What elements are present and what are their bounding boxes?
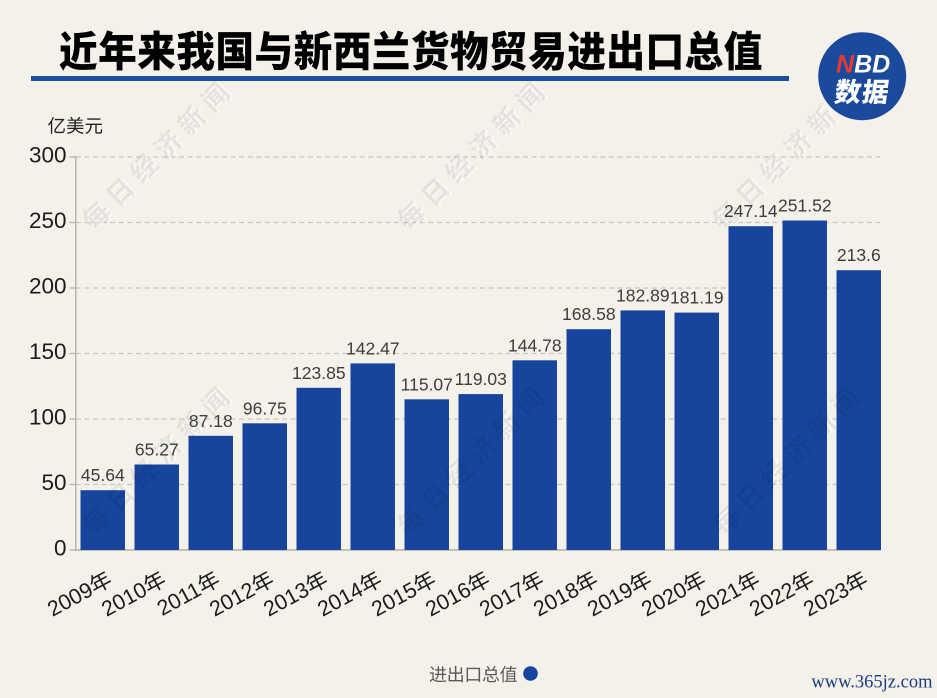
- svg-text:119.03: 119.03: [455, 369, 507, 389]
- svg-text:200: 200: [29, 274, 67, 299]
- svg-text:150: 150: [29, 339, 67, 364]
- svg-text:www.365jz.com: www.365jz.com: [811, 673, 933, 693]
- svg-text:250: 250: [29, 208, 67, 233]
- svg-text:115.07: 115.07: [401, 374, 453, 394]
- svg-text:213.6: 213.6: [837, 245, 881, 265]
- svg-text:96.75: 96.75: [243, 398, 287, 418]
- svg-text:100: 100: [29, 405, 67, 430]
- svg-text:87.18: 87.18: [189, 411, 233, 431]
- svg-text:0: 0: [54, 536, 67, 561]
- svg-text:NBD: NBD: [836, 50, 890, 78]
- svg-text:181.19: 181.19: [670, 288, 724, 308]
- svg-text:123.85: 123.85: [292, 363, 346, 383]
- svg-text:45.64: 45.64: [81, 465, 125, 485]
- svg-text:142.47: 142.47: [346, 338, 400, 358]
- svg-text:251.52: 251.52: [778, 196, 832, 216]
- svg-text:182.89: 182.89: [616, 285, 670, 305]
- svg-text:300: 300: [29, 143, 67, 168]
- svg-text:247.14: 247.14: [724, 201, 778, 221]
- svg-text:50: 50: [41, 470, 66, 495]
- svg-text:65.27: 65.27: [135, 440, 179, 460]
- svg-text:168.58: 168.58: [562, 304, 616, 324]
- svg-text:144.78: 144.78: [508, 335, 562, 355]
